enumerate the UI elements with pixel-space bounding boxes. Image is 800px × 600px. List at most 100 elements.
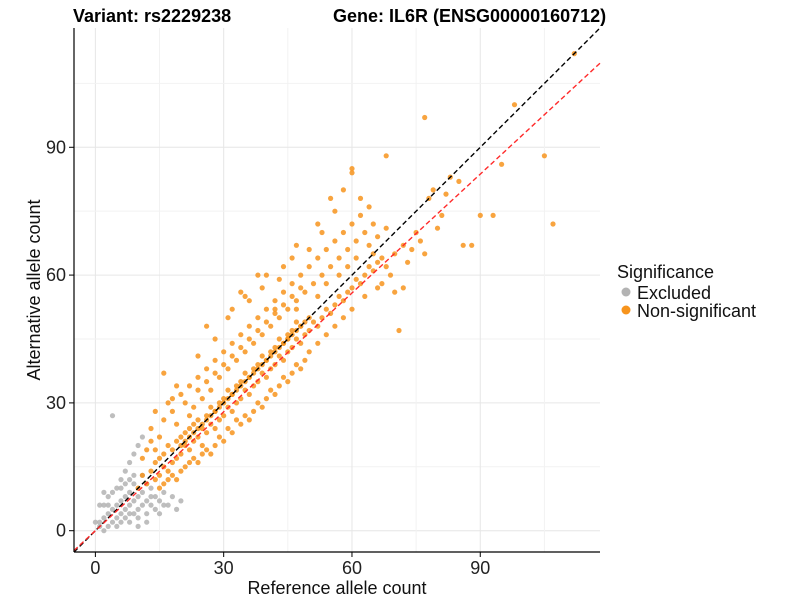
point-non-significant — [161, 417, 167, 423]
point-non-significant — [139, 455, 145, 461]
point-non-significant — [186, 447, 193, 453]
point-non-significant — [156, 485, 163, 491]
legend-swatch-non-significant — [621, 305, 631, 315]
point-non-significant — [319, 272, 325, 278]
point-non-significant — [152, 408, 158, 414]
point-non-significant — [400, 285, 406, 291]
point-excluded — [109, 519, 116, 525]
point-non-significant — [490, 212, 496, 218]
chart-title-variant: Variant: rs2229238 — [73, 6, 231, 26]
point-non-significant — [208, 404, 214, 410]
point-non-significant — [212, 336, 218, 342]
point-non-significant — [289, 293, 295, 299]
point-non-significant — [259, 285, 265, 291]
point-non-significant — [195, 459, 201, 466]
point-non-significant — [251, 408, 257, 414]
point-non-significant — [255, 315, 261, 321]
point-non-significant — [357, 195, 364, 201]
point-non-significant — [336, 272, 342, 278]
point-excluded — [152, 494, 158, 500]
point-excluded — [114, 515, 120, 521]
point-non-significant — [383, 264, 389, 270]
point-non-significant — [148, 468, 154, 474]
point-non-significant — [212, 425, 218, 432]
point-non-significant — [357, 281, 364, 287]
point-non-significant — [212, 357, 218, 363]
point-non-significant — [263, 319, 269, 325]
point-excluded — [156, 498, 163, 504]
point-non-significant — [353, 255, 359, 261]
point-non-significant — [263, 272, 269, 278]
point-non-significant — [199, 442, 205, 449]
point-non-significant — [280, 357, 287, 363]
point-non-significant — [293, 362, 299, 368]
point-excluded — [161, 489, 167, 495]
point-excluded — [127, 459, 133, 466]
point-non-significant — [216, 374, 222, 380]
point-non-significant — [349, 285, 355, 291]
point-non-significant — [216, 400, 222, 406]
point-non-significant — [328, 264, 334, 270]
point-non-significant — [263, 306, 269, 312]
point-non-significant — [152, 477, 158, 483]
point-non-significant — [148, 425, 154, 432]
point-non-significant — [169, 408, 175, 414]
point-non-significant — [276, 276, 282, 282]
point-non-significant — [186, 413, 193, 419]
point-non-significant — [268, 323, 274, 329]
point-non-significant — [255, 400, 261, 406]
point-non-significant — [272, 344, 278, 351]
reference-line-fit — [73, 62, 601, 552]
point-non-significant — [387, 272, 394, 278]
point-non-significant — [272, 391, 278, 397]
point-non-significant — [191, 404, 197, 410]
point-non-significant — [156, 455, 163, 461]
point-non-significant — [221, 438, 227, 444]
point-non-significant — [302, 357, 308, 363]
point-non-significant — [204, 323, 210, 329]
point-non-significant — [298, 272, 304, 278]
reference-lines — [73, 27, 601, 553]
point-non-significant — [306, 246, 312, 253]
chart-title-gene: Gene: IL6R (ENSG00000160712) — [333, 6, 606, 26]
point-non-significant — [323, 306, 329, 312]
point-non-significant — [174, 438, 180, 444]
point-excluded — [105, 494, 111, 500]
point-non-significant — [221, 396, 227, 402]
point-excluded — [122, 468, 128, 474]
point-non-significant — [238, 344, 244, 351]
point-non-significant — [195, 417, 201, 423]
point-excluded — [105, 523, 111, 530]
point-non-significant — [255, 272, 261, 278]
point-excluded — [122, 506, 128, 512]
point-non-significant — [246, 336, 252, 342]
point-non-significant — [152, 459, 158, 466]
point-non-significant — [499, 161, 505, 167]
legend-swatch-excluded — [621, 287, 631, 297]
point-non-significant — [306, 264, 312, 270]
point-non-significant — [191, 455, 197, 461]
point-excluded — [109, 506, 116, 512]
point-non-significant — [332, 302, 338, 308]
point-non-significant — [238, 289, 244, 295]
point-non-significant — [336, 255, 342, 261]
point-non-significant — [541, 153, 548, 159]
point-excluded — [131, 498, 137, 504]
y-axis-title: Alternative allele count — [24, 199, 44, 380]
point-excluded — [135, 506, 141, 512]
point-non-significant — [405, 259, 411, 265]
point-non-significant — [379, 281, 385, 287]
point-excluded — [174, 506, 180, 512]
legend-label-excluded: Excluded — [637, 283, 711, 303]
point-non-significant — [204, 447, 210, 453]
point-non-significant — [289, 370, 295, 376]
point-excluded — [118, 511, 124, 517]
point-non-significant — [144, 447, 150, 453]
point-non-significant — [246, 323, 252, 329]
x-tick-label: 60 — [342, 558, 362, 578]
point-non-significant — [413, 229, 419, 236]
point-non-significant — [246, 391, 252, 397]
point-non-significant — [357, 212, 364, 218]
x-tick-label: 30 — [214, 558, 234, 578]
point-non-significant — [362, 229, 368, 236]
